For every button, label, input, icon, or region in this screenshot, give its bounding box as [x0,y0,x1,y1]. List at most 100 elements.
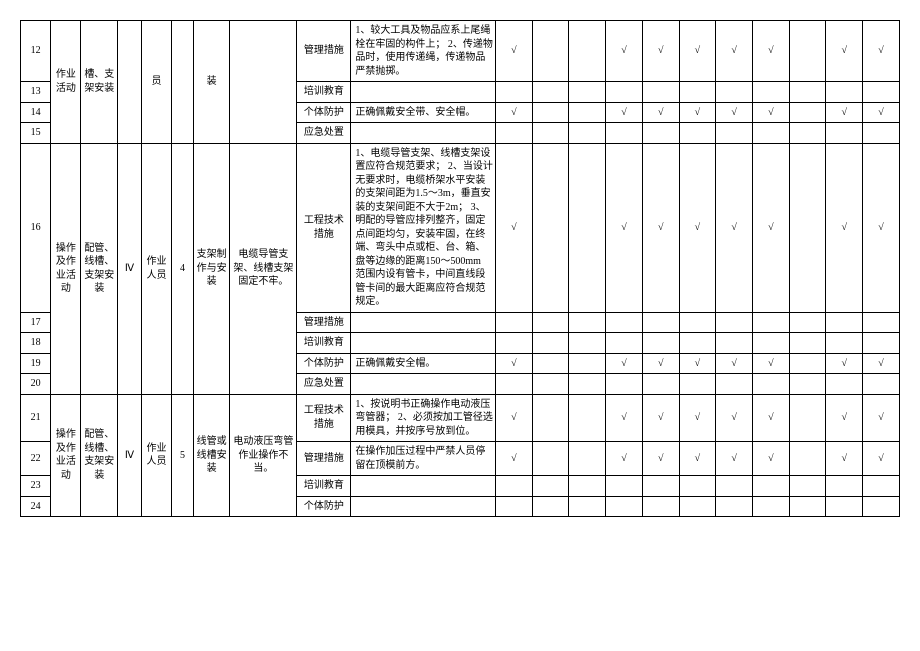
check-cell: √ [679,21,716,82]
grade-cell: Ⅳ [118,143,142,394]
check-cell [532,102,569,123]
check-cell: √ [496,394,533,442]
check-cell: √ [716,442,753,476]
check-cell: √ [826,143,863,312]
check-cell [789,143,826,312]
check-cell: √ [826,394,863,442]
hazard-cell [230,21,297,144]
check-cell [789,102,826,123]
check-cell: √ [863,21,900,82]
check-cell [532,21,569,82]
hazard-table: 12 作业活动 槽、支架安装 员 装 管理措施 1、较大工具及物品应系上尾绳栓在… [20,20,900,517]
measure-desc [351,476,496,497]
check-cell: √ [496,442,533,476]
check-cell [569,394,606,442]
task-cell: 支架制作与安装 [193,143,230,394]
check-cell: √ [496,21,533,82]
person-cell: 作业人员 [141,143,171,394]
measure-type: 管理措施 [297,312,351,333]
check-cell: √ [752,394,789,442]
check-cell: √ [496,102,533,123]
check-cell [789,394,826,442]
activity-cell: 作业活动 [51,21,81,144]
check-cell: √ [606,442,643,476]
row-no: 14 [21,102,51,123]
measure-desc [351,333,496,354]
check-cell: √ [716,143,753,312]
check-cell [789,442,826,476]
check-cell: √ [863,102,900,123]
check-cell: √ [496,143,533,312]
check-cell: √ [716,353,753,374]
measure-type: 应急处置 [297,374,351,395]
check-cell [789,21,826,82]
check-cell: √ [826,21,863,82]
check-cell: √ [642,394,679,442]
check-cell: √ [716,21,753,82]
table-row: 21 操作及作业活动 配管、线槽、支架安装 Ⅳ 作业人员 5 线管或线槽安装 电… [21,394,900,442]
row-no: 13 [21,82,51,103]
check-cell [532,394,569,442]
measure-type: 管理措施 [297,21,351,82]
row-no: 21 [21,394,51,442]
component-cell: 配管、线槽、支架安装 [81,143,118,394]
check-cell [569,102,606,123]
check-cell: √ [716,102,753,123]
check-cell: √ [752,143,789,312]
check-cell: √ [752,102,789,123]
check-cell [532,353,569,374]
row-no: 17 [21,312,51,333]
task-cell: 装 [193,21,230,144]
check-cell: √ [752,21,789,82]
check-cell: √ [826,442,863,476]
check-cell [789,353,826,374]
measure-desc: 正确佩戴安全带、安全帽。 [351,102,496,123]
task-cell: 线管或线槽安装 [193,394,230,517]
check-cell [569,143,606,312]
check-cell [532,442,569,476]
measure-type: 个体防护 [297,496,351,517]
check-cell: √ [642,353,679,374]
grade-cell [118,21,142,144]
check-cell: √ [642,21,679,82]
measure-type: 应急处置 [297,123,351,144]
check-cell: √ [642,442,679,476]
hazard-cell: 电缆导管支架、线槽支架固定不牢。 [230,143,297,394]
measure-desc: 在操作加压过程中严禁人员停留在顶模前方。 [351,442,496,476]
measure-desc: 1、较大工具及物品应系上尾绳栓在牢固的构件上； 2、传递物品时，使用传递绳，传递… [351,21,496,82]
row-no: 20 [21,374,51,395]
measure-type: 个体防护 [297,353,351,374]
check-cell [569,21,606,82]
table-row: 16 操作及作业活动 配管、线槽、支架安装 Ⅳ 作业人员 4 支架制作与安装 电… [21,143,900,312]
check-cell: √ [606,21,643,82]
grade-cell: Ⅳ [118,394,142,517]
check-cell: √ [863,143,900,312]
check-cell: √ [679,353,716,374]
row-no: 18 [21,333,51,354]
check-cell: √ [752,442,789,476]
measure-type: 培训教育 [297,476,351,497]
measure-type: 工程技术措施 [297,143,351,312]
check-cell: √ [826,353,863,374]
num-cell: 4 [172,143,194,394]
check-cell [569,442,606,476]
measure-desc: 1、电缆导管支架、线槽支架设置应符合规范要求； 2、当设计无要求时，电缆桥架水平… [351,143,496,312]
hazard-cell: 电动液压弯管作业操作不当。 [230,394,297,517]
check-cell: √ [606,394,643,442]
check-cell: √ [606,143,643,312]
check-cell: √ [679,143,716,312]
measure-desc [351,374,496,395]
check-cell: √ [826,102,863,123]
measure-type: 培训教育 [297,333,351,354]
check-cell: √ [606,102,643,123]
num-cell: 5 [172,394,194,517]
measure-desc [351,82,496,103]
row-no: 23 [21,476,51,497]
check-cell: √ [679,442,716,476]
person-cell: 员 [141,21,171,144]
row-no: 22 [21,442,51,476]
check-cell: √ [863,394,900,442]
check-cell: √ [716,394,753,442]
check-cell [569,353,606,374]
check-cell: √ [606,353,643,374]
